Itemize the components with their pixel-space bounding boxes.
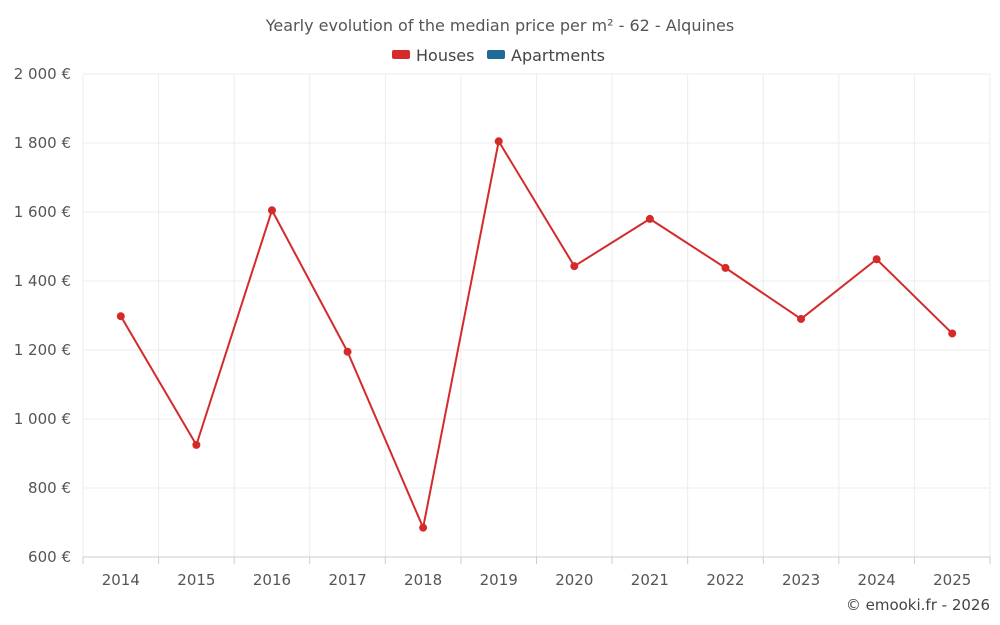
legend-item-apartments[interactable]: Apartments (487, 46, 605, 65)
data-point-houses-2024[interactable] (872, 255, 881, 264)
data-point-houses-2018[interactable] (419, 523, 428, 532)
chart-title: Yearly evolution of the median price per… (265, 16, 734, 35)
x-tick-label-2015: 2015 (177, 571, 215, 589)
legend-label-houses: Houses (416, 46, 474, 65)
series-houses (116, 137, 957, 532)
y-tick-label: 1 800 € (14, 134, 71, 152)
y-tick-label: 800 € (28, 479, 71, 497)
legend-item-houses[interactable]: Houses (392, 46, 474, 65)
data-point-houses-2021[interactable] (645, 214, 654, 223)
data-point-houses-2016[interactable] (267, 206, 276, 215)
x-tick-label-2019: 2019 (480, 571, 518, 589)
x-tick-label-2025: 2025 (933, 571, 971, 589)
data-point-houses-2020[interactable] (570, 262, 579, 271)
legend: Houses Apartments (392, 46, 605, 65)
x-tick-label-2024: 2024 (858, 571, 896, 589)
legend-label-apartments: Apartments (511, 46, 605, 65)
grid (82, 73, 991, 557)
y-tick-label: 2 000 € (14, 65, 71, 83)
legend-swatch-apartments (487, 50, 505, 59)
x-tick-label-2023: 2023 (782, 571, 820, 589)
data-point-houses-2022[interactable] (721, 263, 730, 272)
x-tick-label-2021: 2021 (631, 571, 669, 589)
series-line-houses (119, 140, 953, 529)
y-tick-label: 1 600 € (14, 203, 71, 221)
data-point-houses-2019[interactable] (494, 137, 503, 146)
x-tick-label-2018: 2018 (404, 571, 442, 589)
x-tick-label-2017: 2017 (328, 571, 366, 589)
y-axis: 600 € 800 € 1 000 € 1 200 € 1 400 € 1 600 € 1 … (14, 65, 71, 566)
data-point-houses-2017[interactable] (343, 347, 352, 356)
x-tick-label-2020: 2020 (555, 571, 593, 589)
x-tick-label-2014: 2014 (102, 571, 140, 589)
y-tick-label: 600 € (28, 548, 71, 566)
x-axis: 2014 2015 2016 2017 2018 2019 2020 2021 2022 2023… (82, 556, 991, 589)
y-tick-label: 1 000 € (14, 410, 71, 428)
credit-text: © emooki.fr - 2026 (846, 596, 990, 614)
legend-swatch-houses (392, 50, 410, 59)
x-tick-label-2016: 2016 (253, 571, 291, 589)
x-tick-label-2022: 2022 (706, 571, 744, 589)
y-tick-label: 1 400 € (14, 272, 71, 290)
data-point-houses-2023[interactable] (797, 314, 806, 323)
data-point-houses-2014[interactable] (116, 312, 125, 321)
y-tick-label: 1 200 € (14, 341, 71, 359)
data-point-houses-2025[interactable] (948, 329, 957, 338)
data-point-houses-2015[interactable] (192, 440, 201, 449)
